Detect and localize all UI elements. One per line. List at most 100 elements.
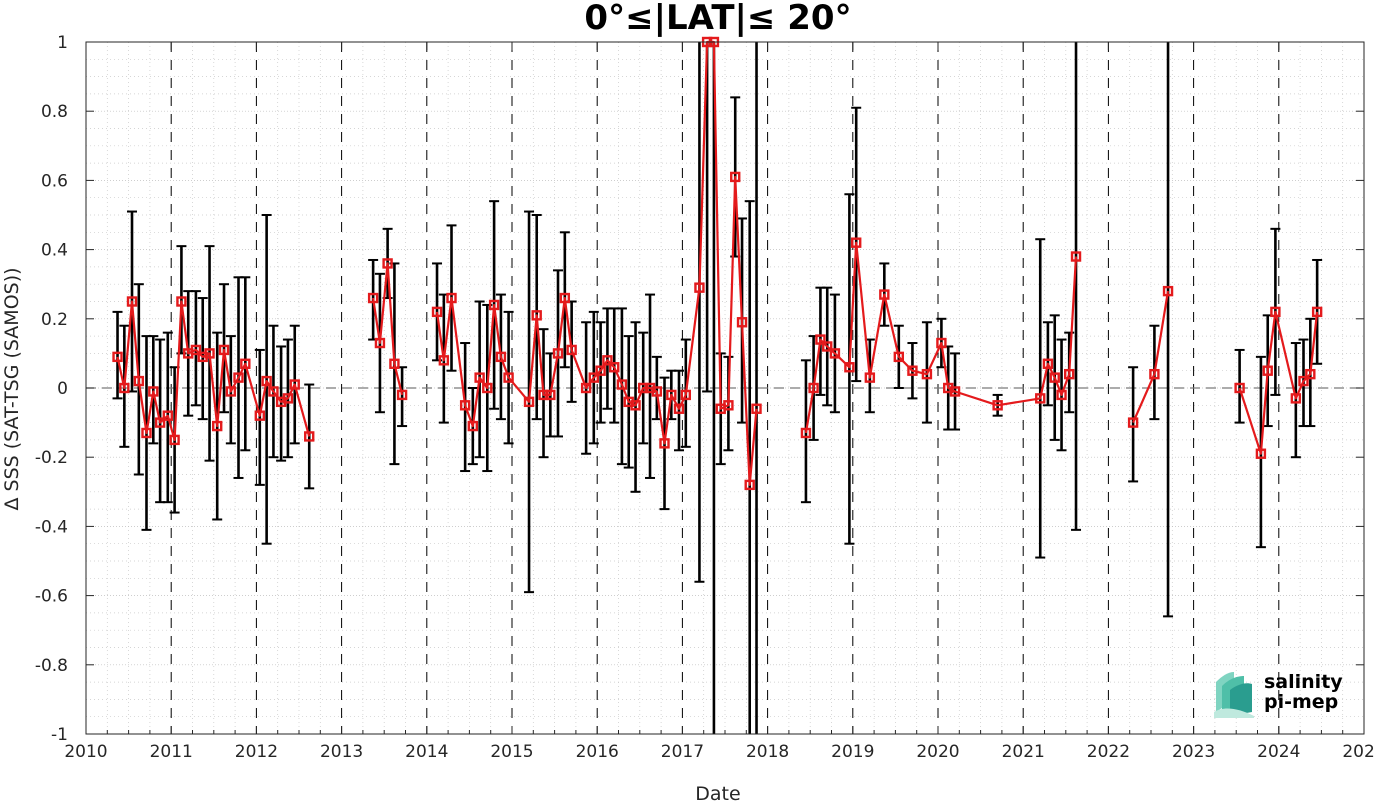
- data-point: [289, 379, 300, 390]
- data-point: [723, 400, 734, 411]
- data-point: [616, 379, 628, 390]
- data-point: [545, 389, 556, 401]
- data-point: [1064, 368, 1075, 380]
- data-point: [212, 420, 223, 432]
- x-tick-label: 2023: [1172, 742, 1215, 762]
- x-tick-label: 2019: [831, 742, 874, 762]
- data-point: [169, 434, 180, 446]
- data-point: [751, 403, 762, 414]
- data-point: [154, 417, 166, 428]
- data-point: [808, 382, 819, 394]
- data-point: [1162, 285, 1174, 297]
- series-line: [1132, 290, 1170, 424]
- y-tick-label: -0.2: [35, 448, 68, 468]
- data-point: [907, 365, 918, 376]
- x-tick-label: 2018: [746, 742, 789, 762]
- series-line: [1238, 310, 1319, 455]
- data-point: [580, 382, 592, 394]
- data-point: [822, 341, 833, 352]
- y-tick-label: -0.4: [35, 517, 68, 537]
- data-point: [1305, 368, 1316, 380]
- data-point: [1035, 393, 1046, 404]
- data-point: [482, 382, 493, 394]
- data-point: [389, 358, 400, 369]
- data-point: [1290, 393, 1302, 404]
- data-point: [552, 348, 564, 359]
- x-tick-label: 2012: [235, 742, 278, 762]
- data-point: [673, 403, 685, 414]
- data-point: [367, 292, 379, 304]
- data-point: [438, 355, 450, 366]
- data-point: [1255, 448, 1267, 459]
- data-point: [126, 296, 138, 307]
- data-point: [382, 258, 393, 269]
- data-point: [992, 400, 1003, 411]
- wave-logo-icon: [1214, 672, 1254, 718]
- data-point: [730, 171, 741, 183]
- data-point: [602, 355, 613, 366]
- x-tick-label: 2022: [1087, 742, 1130, 762]
- data-point: [446, 292, 457, 304]
- logo-text-salinity: salinity: [1264, 671, 1343, 693]
- x-tick-label: 2011: [150, 742, 193, 762]
- data-markers: [112, 36, 1323, 491]
- data-point: [1042, 358, 1054, 369]
- y-tick-label: 1: [57, 33, 68, 53]
- data-point: [459, 400, 471, 411]
- x-tick-label: 2015: [490, 742, 533, 762]
- data-point: [893, 351, 905, 363]
- y-tick-label: -1: [51, 725, 68, 745]
- data-point: [1311, 306, 1323, 318]
- data-point: [694, 282, 705, 293]
- data-point: [261, 375, 272, 387]
- data-point: [190, 344, 202, 356]
- x-tick-label: 2014: [405, 742, 448, 762]
- x-tick-label: 2010: [64, 742, 107, 762]
- y-tick-labels: -1 -0.8 -0.6 -0.4 -0.2 0 0.2 0.4 0.6 0.8 1: [35, 33, 68, 745]
- data-point: [1298, 375, 1309, 387]
- y-tick-label: 0: [57, 379, 68, 399]
- data-point: [879, 289, 890, 300]
- data-point: [240, 358, 251, 369]
- data-point: [1270, 306, 1281, 318]
- salinity-pi-mep-logo: salinity pi-mep: [1214, 671, 1343, 718]
- data-point: [829, 348, 841, 359]
- data-point: [736, 317, 748, 328]
- data-point: [176, 296, 187, 307]
- data-point: [666, 389, 677, 401]
- data-point: [531, 310, 542, 321]
- data-point: [233, 372, 244, 383]
- data-point: [431, 306, 443, 318]
- data-point: [630, 400, 641, 411]
- data-point: [282, 393, 294, 404]
- data-point: [467, 420, 479, 432]
- x-tick-labels: 2010 2011 2012 2013 2014 2015 2016 2017 2018 2019…: [64, 742, 1374, 762]
- data-point: [396, 389, 408, 401]
- series-line: [372, 262, 404, 396]
- data-point: [595, 365, 606, 376]
- data-point: [651, 386, 663, 397]
- data-point: [268, 386, 279, 397]
- y-tick-label: 0.4: [41, 241, 68, 261]
- data-point: [374, 337, 386, 349]
- x-tick-label: 2024: [1257, 742, 1300, 762]
- data-point: [488, 299, 500, 311]
- data-point: [474, 372, 485, 383]
- data-point: [254, 410, 266, 421]
- data-point: [112, 351, 123, 363]
- data-point: [503, 372, 514, 383]
- data-point: [559, 292, 571, 304]
- data-point: [680, 389, 692, 401]
- data-point: [936, 337, 947, 349]
- data-point: [566, 344, 577, 356]
- data-point: [1127, 417, 1139, 428]
- data-point: [864, 372, 876, 383]
- y-tick-label: 0.2: [41, 310, 68, 330]
- data-point: [495, 351, 507, 363]
- data-point: [844, 362, 855, 373]
- data-point: [588, 372, 599, 383]
- minor-grid: [86, 42, 1364, 734]
- data-point: [218, 344, 230, 356]
- data-point: [1070, 251, 1082, 262]
